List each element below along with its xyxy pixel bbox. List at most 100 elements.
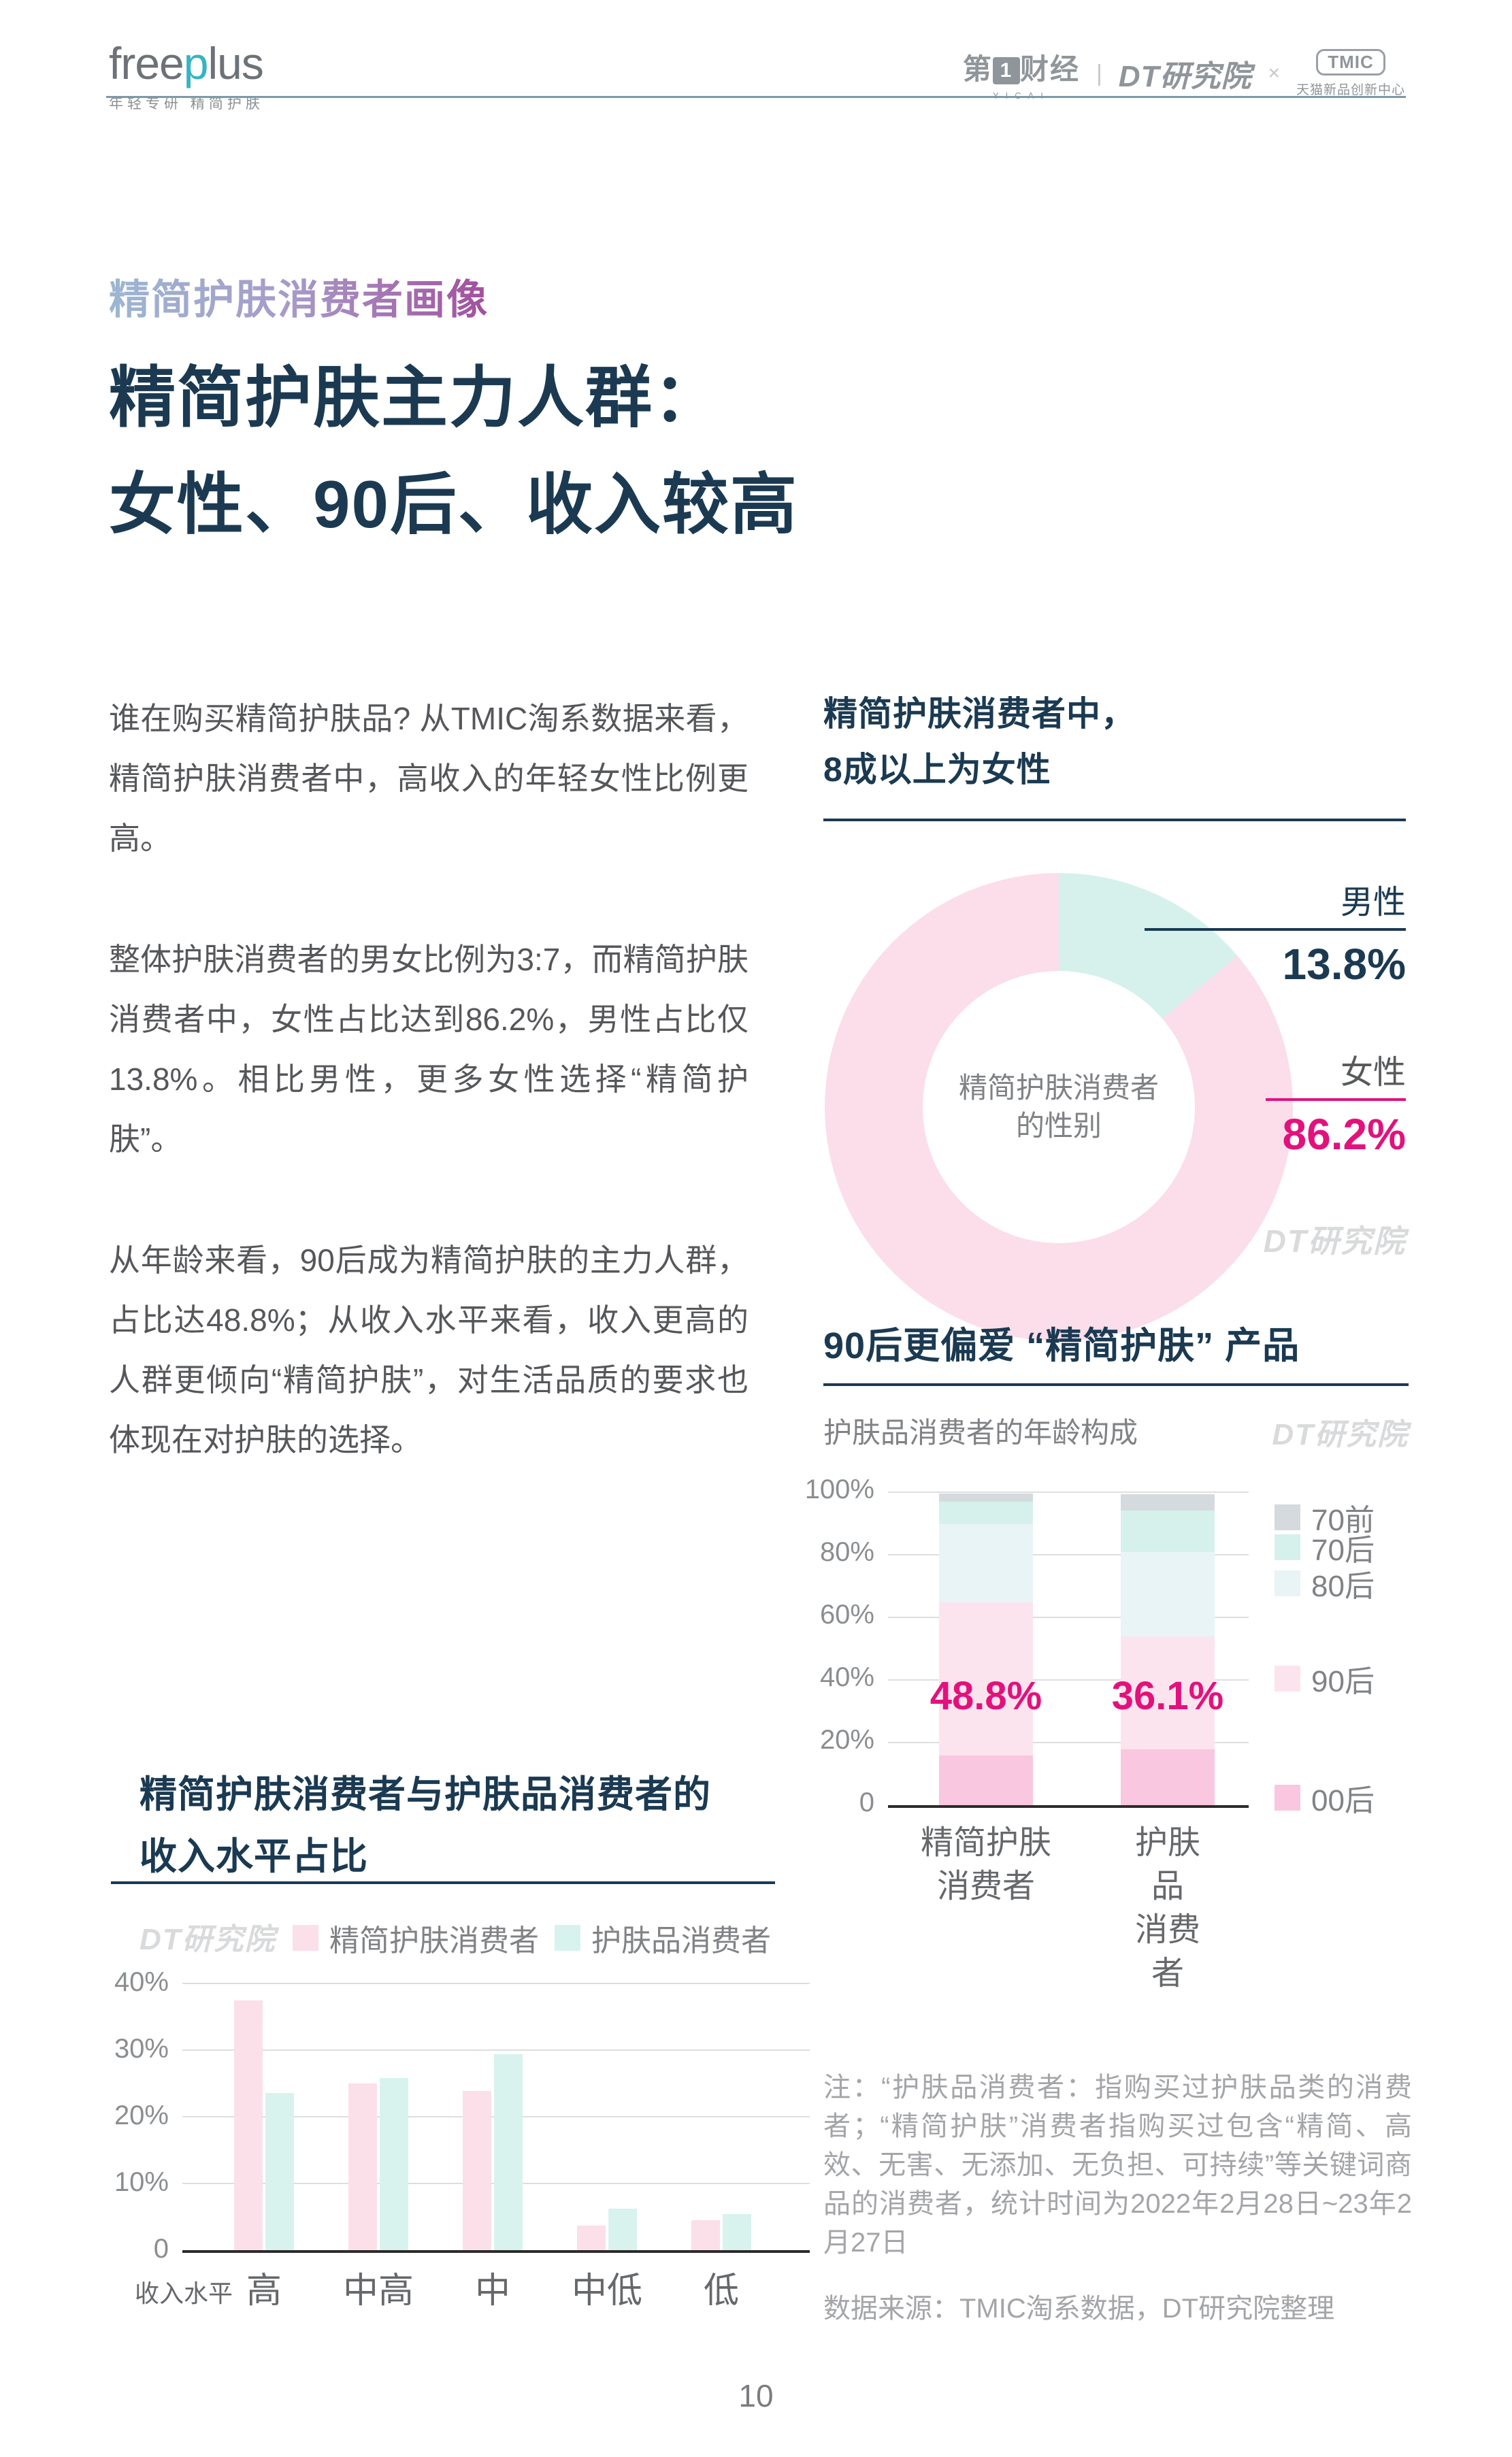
female-label: 女性	[1340, 1055, 1406, 1091]
bar-segment-00后	[939, 1755, 1033, 1805]
legend-label: 70后	[1311, 1534, 1375, 1567]
legend-item-skincare: 护肤品消费者	[555, 1916, 771, 1960]
female-callout-line	[1266, 1098, 1406, 1101]
gender-section: 精简护肤消费者中， 8成以上为女性 精简护肤消费者 的性别 男性 13.8% 女…	[823, 686, 1406, 1341]
legend-item-80后: 80后	[1275, 1562, 1375, 1605]
dt-watermark: DT研究院	[139, 1923, 276, 1956]
freeplus-logo: freeplus 年轻专研 精简护肤	[109, 41, 264, 113]
legend-item-90后: 90后	[1275, 1657, 1375, 1700]
section-eyebrow: 精简护肤消费者画像	[109, 267, 489, 326]
income-legend: DT研究院 精简护肤消费者 护肤品消费者	[111, 1915, 775, 1958]
y-tick-label: 30%	[114, 2034, 169, 2064]
legend-item-70前: 70前	[1275, 1496, 1375, 1539]
age-section-heading: 90后更偏爱 “精简护肤” 产品	[823, 1325, 1300, 1366]
male-callout-line	[1145, 928, 1406, 931]
y-tick-label: 40%	[114, 1967, 169, 1997]
male-value: 13.8%	[1282, 940, 1406, 989]
bar-segment-70前	[939, 1494, 1033, 1502]
gridline	[888, 1617, 1249, 1618]
bar-segment-00后	[1121, 1749, 1215, 1805]
legend-label: 80后	[1311, 1570, 1375, 1603]
y-tick-label: 20%	[114, 2100, 169, 2130]
x-category-label: 高	[246, 2271, 282, 2311]
bar-highlight-value: 48.8%	[930, 1674, 1042, 1718]
legend-item-00后: 00后	[1275, 1776, 1375, 1819]
legend-label: 70前	[1311, 1504, 1375, 1537]
income-section: 精简护肤消费者与护肤品消费者的 收入水平占比 DT研究院 精简护肤消费者 护肤品…	[111, 1764, 810, 2328]
legend-label: 90后	[1311, 1665, 1375, 1698]
bar-精简护肤消费者	[348, 2083, 377, 2250]
bar-segment-70后	[1121, 1511, 1215, 1552]
legend-swatch	[1275, 1666, 1300, 1692]
legend-item-70后: 70后	[1275, 1526, 1375, 1569]
x-category-label: 护肤品 消费者	[1134, 1825, 1200, 1992]
gridline	[888, 1491, 1249, 1493]
dt-institute-logo: DT研究院	[1118, 60, 1252, 93]
stacked-bar	[939, 1494, 1033, 1805]
times-icon: ×	[1268, 62, 1280, 84]
data-source: 数据来源：TMIC淘系数据，DT研究院整理	[823, 2294, 1335, 2324]
age-chart-plot: 0 20% 40% 60% 80% 100% 48.8% 精简护肤 消费者 36.1% 护肤品 消…	[805, 1474, 1375, 1992]
footnote: 注：“护肤品消费者：指购买过护肤品类的消费者；“精简护肤”消费者指购买过包含“精…	[823, 2068, 1412, 2328]
age-section: 90后更偏爱 “精简护肤” 产品 护肤品消费者的年龄构成 DT研究院 0 20% 4…	[805, 1325, 1409, 2040]
gridline	[888, 1679, 1249, 1681]
bar-精简护肤消费者	[577, 2225, 606, 2250]
y-tick-label: 40%	[819, 1662, 874, 1692]
dt-watermark: DT研究院	[1272, 1418, 1409, 1451]
bar-segment-90后	[1121, 1636, 1215, 1749]
logo-separator: |	[1096, 60, 1102, 86]
freeplus-wordmark: freeplus	[109, 38, 264, 88]
male-label: 男性	[1340, 885, 1406, 921]
gender-donut-chart: 精简护肤消费者 的性别 男性 13.8% 女性 86.2% DT研究院	[823, 871, 1406, 1347]
age-chart-subtitle: 护肤品消费者的年龄构成	[823, 1417, 1138, 1449]
legend-swatch	[1275, 1785, 1300, 1811]
gender-section-heading: 精简护肤消费者中， 8成以上为女性	[823, 695, 1136, 789]
y-tick-label: 0	[153, 2234, 169, 2264]
y-tick-label: 80%	[819, 1537, 874, 1567]
paragraph-2: 整体护肤消费者的男女比例为3:7，而精简护肤消费者中，女性占比达到86.2%，男…	[109, 942, 749, 1157]
income-axis-caption: 收入水平	[135, 2279, 233, 2307]
bar-精简护肤消费者	[691, 2220, 720, 2250]
header-divider	[106, 96, 1406, 98]
legend-swatch	[1275, 1534, 1300, 1560]
y-tick-label: 60%	[819, 1600, 874, 1630]
bar-护肤品消费者	[265, 2092, 294, 2250]
bar-segment-80后	[939, 1524, 1033, 1603]
x-category-label: 中	[474, 2271, 511, 2311]
bar-highlight-value: 36.1%	[1111, 1674, 1224, 1718]
legend-label: 00后	[1311, 1784, 1375, 1817]
legend-swatch	[555, 1925, 580, 1951]
legend-item-simplified: 精简护肤消费者	[293, 1916, 539, 1960]
y-tick-label: 0	[859, 1787, 874, 1817]
gridline	[888, 1554, 1249, 1555]
female-value: 86.2%	[1282, 1110, 1406, 1159]
legend-swatch	[1275, 1504, 1300, 1530]
stacked-bar	[1121, 1494, 1215, 1805]
bar-护肤品消费者	[380, 2078, 408, 2250]
dt-watermark: DT研究院	[1263, 1223, 1406, 1259]
y-tick-label: 20%	[819, 1725, 874, 1755]
tmic-badge: TMIC	[1316, 49, 1385, 76]
paragraph-1: 谁在购买精简护肤品? 从TMIC淘系数据来看，精简护肤消费者中，高收入的年轻女性…	[109, 701, 749, 856]
bar-segment-90后	[939, 1602, 1033, 1755]
legend-swatch	[293, 1925, 318, 1951]
bar-护肤品消费者	[494, 2054, 523, 2250]
bar-精简护肤消费者	[234, 2000, 263, 2250]
income-section-rule	[111, 1881, 775, 1884]
bar-精简护肤消费者	[463, 2090, 491, 2250]
x-category-label: 中高	[342, 2271, 414, 2311]
y-tick-label: 10%	[114, 2167, 169, 2197]
bar-segment-70前	[1121, 1494, 1215, 1511]
body-paragraphs: 谁在购买精简护肤品? 从TMIC淘系数据来看，精简护肤消费者中，高收入的年轻女性…	[109, 689, 749, 1531]
gender-section-rule	[823, 819, 1406, 821]
bar-护肤品消费者	[723, 2214, 751, 2250]
freeplus-tagline: 年轻专研 精简护肤	[109, 96, 264, 112]
paragraph-3: 从年龄来看，90后成为精简护肤的主力人群，占比达48.8%；从收入水平来看，收入…	[109, 1242, 749, 1457]
x-category-label: 中低	[571, 2271, 643, 2311]
page-number: 10	[738, 2378, 774, 2413]
age-section-rule	[823, 1383, 1409, 1386]
bar-segment-80后	[1121, 1551, 1215, 1636]
